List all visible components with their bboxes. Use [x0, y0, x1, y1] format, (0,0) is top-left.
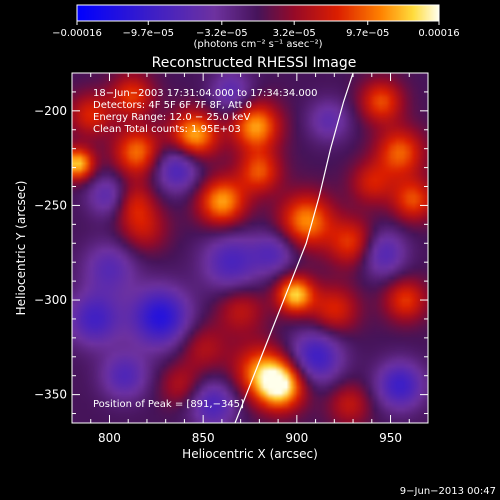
annotations: 18−Jun−2003 17:31:04.000 to 17:34:34.000… — [93, 88, 318, 410]
colorbar-tick-label: −9.7e−05 — [122, 28, 174, 39]
annotation-peak-position: Position of Peak = [891,−345] — [93, 399, 244, 410]
y-tick-label: −300 — [34, 293, 67, 307]
colorbar-tick-label: −3.2e−05 — [196, 28, 248, 39]
colorbar-ticks: −0.00016 −9.7e−05 −3.2e−05 3.2e−05 9.7e−05 0.… — [52, 21, 460, 39]
colorbar-tick-label: 0.00016 — [418, 28, 459, 39]
annotation-energy: Energy Range: 12.0 − 25.0 keV — [93, 112, 250, 123]
y-tick-label: −350 — [34, 388, 67, 402]
colorbar-units-label: (photons cm⁻² s⁻¹ asec⁻²) — [193, 39, 322, 50]
colorbar-gradient — [77, 5, 439, 21]
x-axis-label: Heliocentric X (arcsec) — [182, 447, 318, 461]
axis-ticks: 800 850 900 950 −200 −250 −300 −350 — [34, 72, 429, 445]
annotation-detectors: Detectors: 4F 5F 6F 7F 8F, Att 0 — [93, 100, 252, 111]
colorbar-tick-label: −0.00016 — [52, 28, 102, 39]
annotation-clean-counts: Clean Total counts: 1.95E+03 — [93, 124, 241, 135]
x-tick-label: 900 — [285, 431, 308, 445]
footer-timestamp: 9−Jun−2013 00:47 — [400, 486, 496, 497]
x-tick-label: 800 — [98, 431, 121, 445]
y-tick-label: −250 — [34, 198, 67, 212]
y-axis-label: Heliocentric Y (arcsec) — [14, 181, 28, 316]
chart-title: Reconstructed RHESSI Image — [152, 55, 357, 71]
plot-frame — [71, 72, 429, 424]
colorbar-tick-label: 3.2e−05 — [273, 28, 316, 39]
x-tick-label: 950 — [379, 431, 402, 445]
solar-limb-curve — [234, 72, 354, 424]
colorbar: −0.00016 −9.7e−05 −3.2e−05 3.2e−05 9.7e−05 0.… — [52, 4, 460, 50]
x-tick-label: 850 — [192, 431, 215, 445]
annotation-time: 18−Jun−2003 17:31:04.000 to 17:34:34.000 — [93, 88, 318, 99]
colorbar-tick-label: 9.7e−05 — [346, 28, 389, 39]
heatmap-image — [72, 73, 428, 423]
y-tick-label: −200 — [34, 104, 67, 118]
